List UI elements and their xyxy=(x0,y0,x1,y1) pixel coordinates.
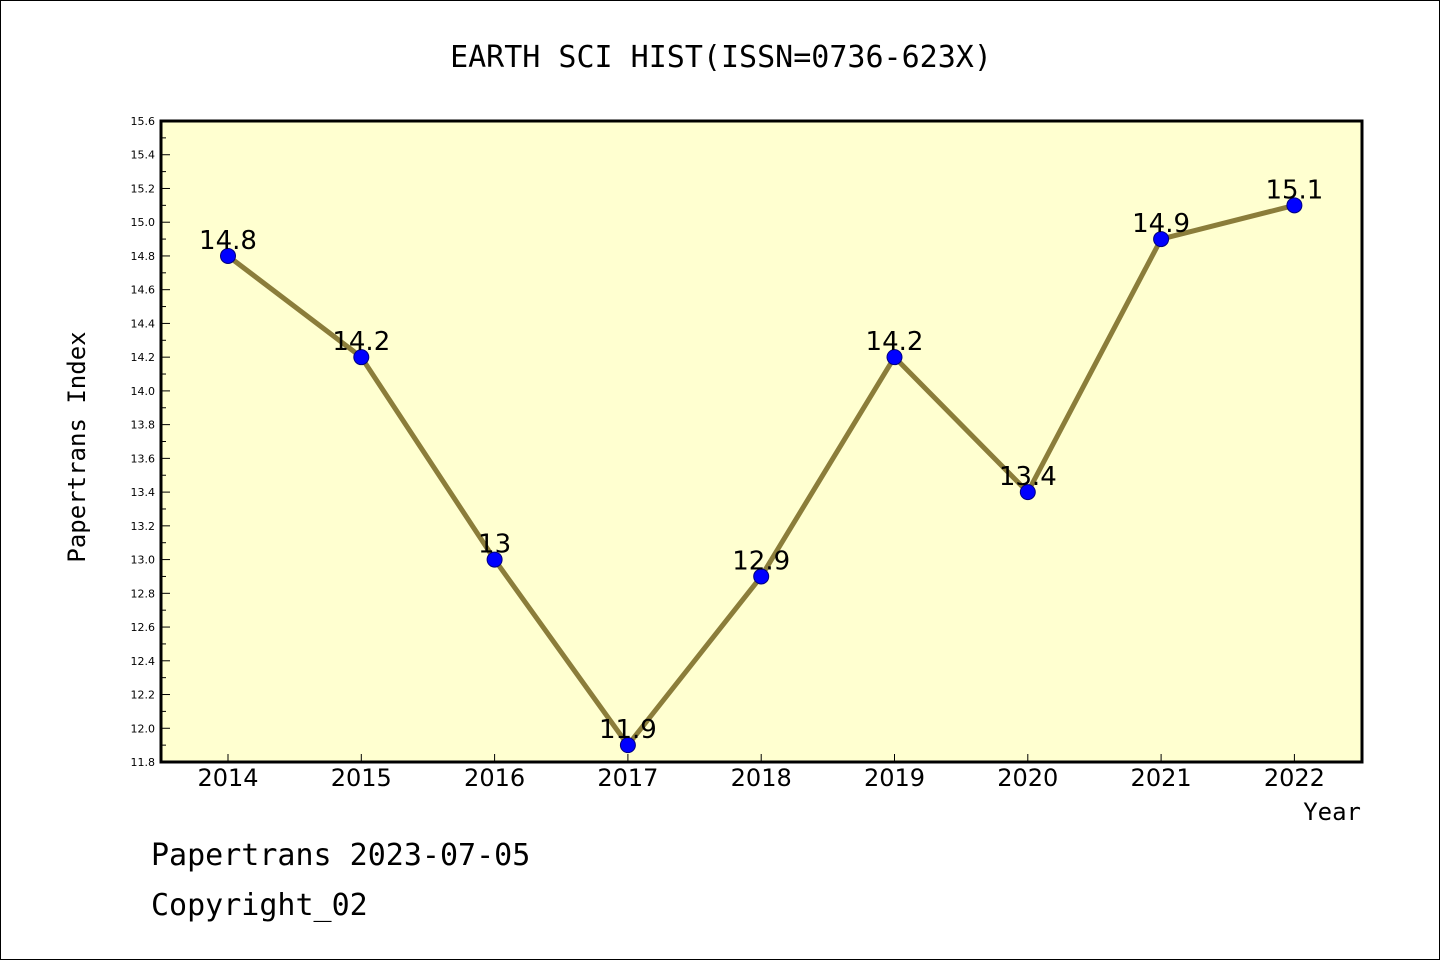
x-tick-label: 2017 xyxy=(597,764,658,792)
y-tick-label: 13.8 xyxy=(131,419,156,432)
data-point xyxy=(753,568,770,585)
footer-date: Papertrans 2023-07-05 xyxy=(151,838,530,873)
data-point xyxy=(1286,197,1303,214)
x-axis: 2014 2015 2016 2017 2018 2019 2020 2021 2022 xyxy=(197,754,1325,792)
y-tick-label: 12.8 xyxy=(131,587,156,600)
y-tick-label: 14.6 xyxy=(131,284,156,297)
data-point xyxy=(353,349,370,366)
footer-copyright: Copyright_02 xyxy=(151,888,368,923)
y-axis: 11.8 12.0 12.2 12.4 12.6 12.8 13.0 13.2 13.4 13.6… xyxy=(131,115,170,769)
data-label: 14.2 xyxy=(332,327,390,357)
x-tick-label: 2014 xyxy=(197,764,258,792)
data-label: 12.9 xyxy=(732,546,790,576)
x-tick-label: 2020 xyxy=(997,764,1058,792)
data-label: 15.1 xyxy=(1265,175,1323,205)
chart-title: EARTH SCI HIST(ISSN=0736-623X) xyxy=(450,40,992,75)
data-label: 13.4 xyxy=(999,462,1057,492)
y-tick-label: 14.0 xyxy=(131,385,156,398)
data-label: 14.2 xyxy=(866,327,924,357)
y-tick-label: 12.0 xyxy=(131,722,156,735)
data-point xyxy=(1019,484,1036,501)
data-point xyxy=(619,737,636,754)
x-tick-label: 2018 xyxy=(731,764,792,792)
y-tick-label: 13.4 xyxy=(131,486,156,499)
y-tick-label: 15.6 xyxy=(131,115,156,128)
y-tick-label: 15.0 xyxy=(131,216,156,229)
data-point xyxy=(220,247,236,264)
y-tick-label: 13.2 xyxy=(131,520,156,533)
y-tick-label: 11.8 xyxy=(131,756,156,769)
plot-area xyxy=(159,119,1364,764)
x-tick-label: 2016 xyxy=(464,764,525,792)
data-point xyxy=(1153,231,1170,248)
data-point xyxy=(486,551,503,568)
x-tick-label: 2021 xyxy=(1131,764,1192,792)
x-tick-label: 2022 xyxy=(1264,764,1325,792)
y-tick-label: 15.4 xyxy=(131,149,156,162)
y-tick-label: 12.4 xyxy=(131,655,156,668)
y-tick-label: 14.2 xyxy=(131,351,156,364)
x-tick-label: 2019 xyxy=(864,764,925,792)
data-label: 14.9 xyxy=(1132,209,1190,239)
data-point xyxy=(886,349,903,366)
y-tick-label: 13.0 xyxy=(131,554,156,567)
series-layer: 14.8 14.2 13 11.9 12.9 14.2 13.4 14.9 15.1 xyxy=(199,175,1323,754)
y-tick-label: 12.2 xyxy=(131,689,156,702)
y-axis-title: Papertrans Index xyxy=(63,331,91,562)
y-tick-label: 15.2 xyxy=(131,182,156,195)
data-label: 14.8 xyxy=(199,226,257,256)
y-tick-label: 13.6 xyxy=(131,452,156,465)
x-axis-title: Year xyxy=(1303,798,1361,826)
y-tick-label: 14.8 xyxy=(131,250,156,263)
data-label: 13 xyxy=(478,530,511,560)
y-tick-label: 14.4 xyxy=(131,317,156,330)
y-tick-label: 12.6 xyxy=(131,621,156,634)
data-label: 11.9 xyxy=(599,715,657,745)
x-tick-label: 2015 xyxy=(331,764,392,792)
